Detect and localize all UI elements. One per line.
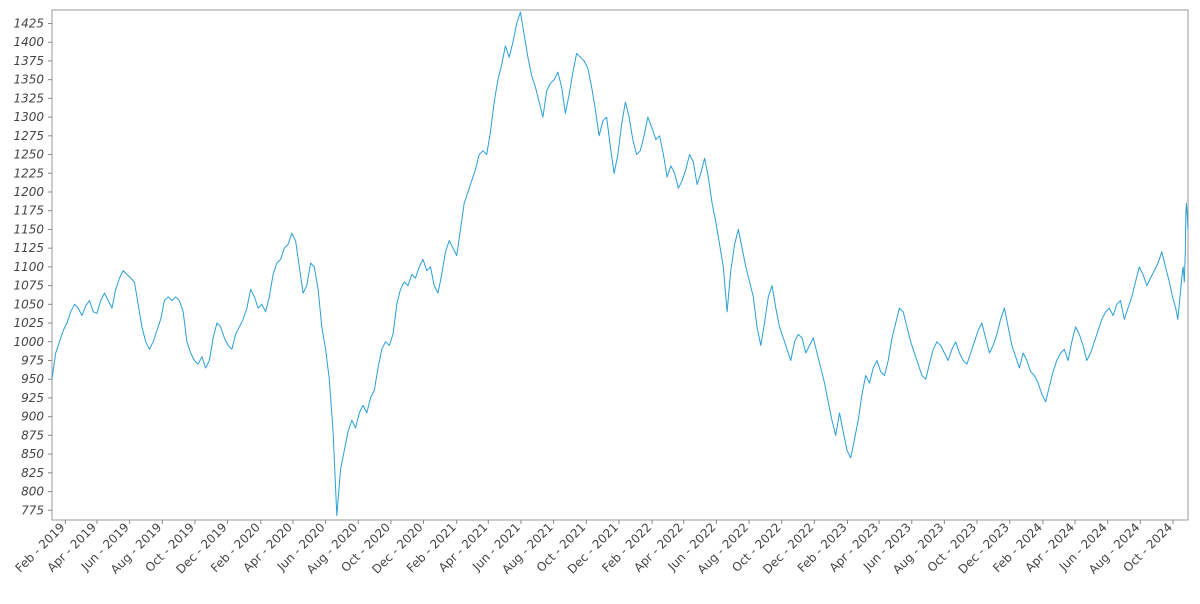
y-tick-label: 975 — [21, 353, 44, 367]
y-tick-label: 1350 — [13, 73, 44, 87]
y-tick-label: 1150 — [13, 222, 44, 236]
y-tick-label: 1225 — [13, 166, 44, 180]
y-tick-label: 1025 — [13, 316, 44, 330]
series-line — [51, 11, 1189, 516]
plot-frame — [51, 9, 1189, 521]
y-tick-label: 1300 — [13, 110, 44, 124]
y-tick-label: 1050 — [13, 297, 44, 311]
y-tick-label: 1375 — [13, 54, 44, 68]
y-tick-label: 1075 — [13, 279, 44, 293]
y-tick-label: 1100 — [13, 260, 44, 274]
y-tick-label: 775 — [21, 503, 44, 517]
y-tick-label: 900 — [21, 410, 44, 424]
y-tick-label: 925 — [21, 391, 44, 405]
y-tick-label: 1400 — [13, 35, 44, 49]
y-tick-label: 800 — [21, 485, 44, 499]
y-tick-label: 1325 — [13, 91, 44, 105]
y-tick-label: 1125 — [13, 241, 44, 255]
y-tick-label: 1425 — [13, 16, 44, 30]
y-tick-label: 950 — [21, 372, 44, 386]
y-tick-label: 875 — [21, 428, 44, 442]
y-tick-label: 1175 — [13, 204, 44, 218]
y-tick-label: 825 — [21, 466, 44, 480]
y-tick-label: 1275 — [13, 129, 44, 143]
y-tick-label: 850 — [21, 447, 44, 461]
y-tick-label: 1000 — [13, 335, 44, 349]
y-tick-label: 1250 — [13, 148, 44, 162]
y-tick-label: 1200 — [13, 185, 44, 199]
